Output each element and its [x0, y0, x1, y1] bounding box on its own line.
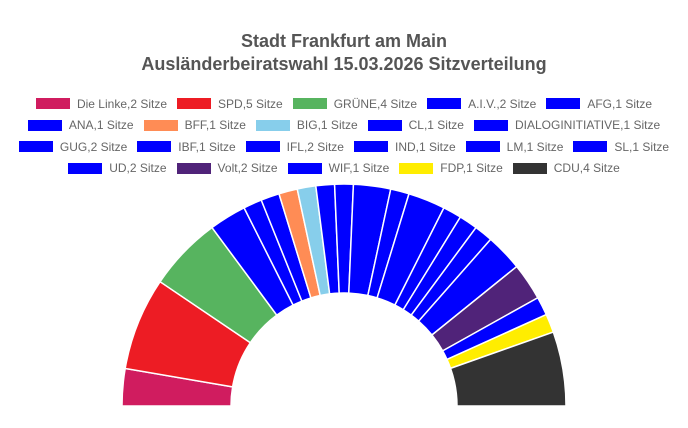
legend-swatch: [137, 141, 172, 153]
legend-label: Volt,2 Sitze: [217, 161, 278, 176]
legend-label: WIF,1 Sitze: [328, 161, 390, 176]
legend-label: BIG,1 Sitze: [296, 118, 358, 133]
legend-swatch: [427, 98, 462, 110]
legend-swatch: [18, 141, 53, 153]
legend-label: SPD,5 Sitze: [218, 96, 283, 111]
legend-item[interactable]: ANA,1 Sitze: [27, 118, 134, 133]
legend-item[interactable]: GRÜNE,4 Sitze: [292, 96, 418, 111]
legend-row: GUG,2 Sitze IBF,1 Sitze IFL,2 Sitze IND,1 S…: [0, 136, 688, 158]
legend-swatch: [546, 98, 581, 110]
legend-item[interactable]: FDP,1 Sitze: [399, 161, 503, 176]
legend-item[interactable]: CL,1 Sitze: [367, 118, 464, 133]
legend-item[interactable]: IBF,1 Sitze: [137, 139, 236, 154]
legend-label: LM,1 Sitze: [506, 139, 564, 154]
legend-item[interactable]: Volt,2 Sitze: [176, 161, 278, 176]
legend-label: DIALOGINITIATIVE,1 Sitze: [514, 118, 661, 133]
legend-item[interactable]: WIF,1 Sitze: [287, 161, 390, 176]
legend-swatch: [35, 98, 70, 110]
legend-label: IND,1 Sitze: [394, 139, 456, 154]
legend-item[interactable]: CDU,4 Sitze: [512, 161, 620, 176]
legend-swatch: [245, 141, 280, 153]
legend-swatch: [287, 162, 322, 174]
legend-label: FDP,1 Sitze: [440, 161, 503, 176]
legend-label: SL,1 Sitze: [614, 139, 670, 154]
legend-label: CL,1 Sitze: [408, 118, 464, 133]
legend-label: A.I.V.,2 Sitze: [468, 96, 537, 111]
legend-item[interactable]: IND,1 Sitze: [353, 139, 456, 154]
legend-label: CDU,4 Sitze: [553, 161, 620, 176]
legend-row: ANA,1 Sitze BFF,1 Sitze BIG,1 Sitze CL,1 Si…: [0, 115, 688, 137]
legend-item[interactable]: Die Linke,2 Sitze: [35, 96, 168, 111]
legend-label: AFG,1 Sitze: [587, 96, 653, 111]
legend-item[interactable]: DIALOGINITIATIVE,1 Sitze: [473, 118, 661, 133]
legend-swatch: [399, 162, 434, 174]
legend-label: GRÜNE,4 Sitze: [333, 96, 418, 111]
legend-item[interactable]: A.I.V.,2 Sitze: [427, 97, 536, 111]
legend-swatch: [353, 141, 388, 153]
legend-item[interactable]: LM,1 Sitze: [465, 139, 564, 154]
legend: Die Linke,2 Sitze SPD,5 Sitze GRÜNE,4 Sitz…: [0, 93, 688, 179]
legend-label: BFF,1 Sitze: [184, 118, 246, 133]
legend-swatch: [512, 162, 547, 174]
legend-label: Die Linke,2 Sitze: [76, 96, 168, 111]
legend-item[interactable]: SL,1 Sitze: [573, 140, 669, 154]
legend-row: Die Linke,2 Sitze SPD,5 Sitze GRÜNE,4 Sitz…: [0, 93, 688, 115]
legend-item[interactable]: BFF,1 Sitze: [143, 118, 246, 133]
legend-swatch: [68, 162, 103, 174]
legend-swatch: [176, 162, 211, 174]
legend-item[interactable]: GUG,2 Sitze: [18, 139, 128, 154]
chart-subtitle: Ausländerbeiratswahl 15.03.2026 Sitzvert…: [141, 54, 547, 74]
legend-swatch: [143, 119, 178, 131]
legend-swatch: [255, 119, 290, 131]
legend-item[interactable]: SPD,5 Sitze: [177, 97, 283, 111]
chart-title: Stadt Frankfurt am Main: [240, 31, 448, 51]
legend-item[interactable]: AFG,1 Sitze: [546, 97, 652, 111]
legend-row: UD,2 Sitze Volt,2 Sitze WIF,1 Sitze FDP,1 S…: [0, 158, 688, 180]
legend-swatch: [473, 119, 508, 131]
legend-swatch: [292, 98, 327, 110]
legend-swatch: [367, 119, 402, 131]
legend-label: ANA,1 Sitze: [68, 118, 134, 133]
legend-label: IBF,1 Sitze: [178, 139, 236, 154]
seat-wedge-cdu[interactable]: [449, 331, 567, 407]
legend-swatch: [573, 141, 608, 153]
legend-label: GUG,2 Sitze: [59, 139, 128, 154]
legend-swatch: [27, 119, 62, 131]
legend-item[interactable]: BIG,1 Sitze: [255, 118, 358, 133]
legend-label: UD,2 Sitze: [109, 161, 167, 176]
legend-item[interactable]: IFL,2 Sitze: [245, 139, 344, 154]
legend-swatch: [177, 98, 212, 110]
legend-swatch: [465, 141, 500, 153]
legend-item[interactable]: UD,2 Sitze: [68, 161, 167, 176]
legend-label: IFL,2 Sitze: [286, 139, 344, 154]
